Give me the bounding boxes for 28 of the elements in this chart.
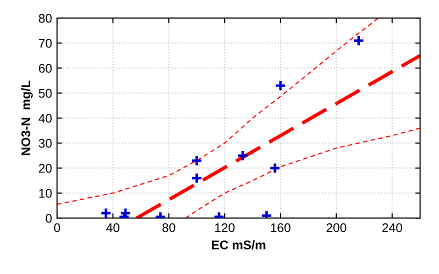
y-tick-label: 10: [39, 188, 52, 198]
x-axis-title: EC mS/m: [212, 240, 266, 250]
point: [352, 34, 365, 46]
point: [190, 154, 203, 167]
x-tick-label: 120: [215, 223, 235, 232]
point: [260, 210, 272, 218]
line-series: [184, 128, 420, 218]
x-tick-label: 0: [54, 223, 60, 232]
point: [268, 162, 281, 174]
x-tick-label: 160: [271, 223, 290, 232]
point: [190, 172, 203, 184]
point: [236, 150, 249, 162]
x-tick-label: 40: [106, 223, 120, 232]
y-tick-label: 0: [46, 214, 52, 223]
x-tick-label: 240: [382, 223, 402, 232]
point: [274, 80, 286, 92]
y-tick-label: 60: [38, 64, 52, 73]
y-tick-label: 50: [38, 88, 52, 98]
point: [100, 207, 112, 218]
x-tick-label: 200: [326, 223, 346, 232]
y-tick-label: 30: [38, 138, 52, 148]
x-tick-label: 80: [162, 223, 176, 232]
line-series: [57, 18, 379, 205]
y-tick-label: 20: [38, 164, 52, 173]
y-tick-label: 40: [38, 114, 52, 123]
y-tick-label: 70: [38, 38, 52, 48]
y-axis-title: NO3-N mg/L: [21, 80, 33, 156]
y-tick-label: 80: [38, 14, 52, 23]
